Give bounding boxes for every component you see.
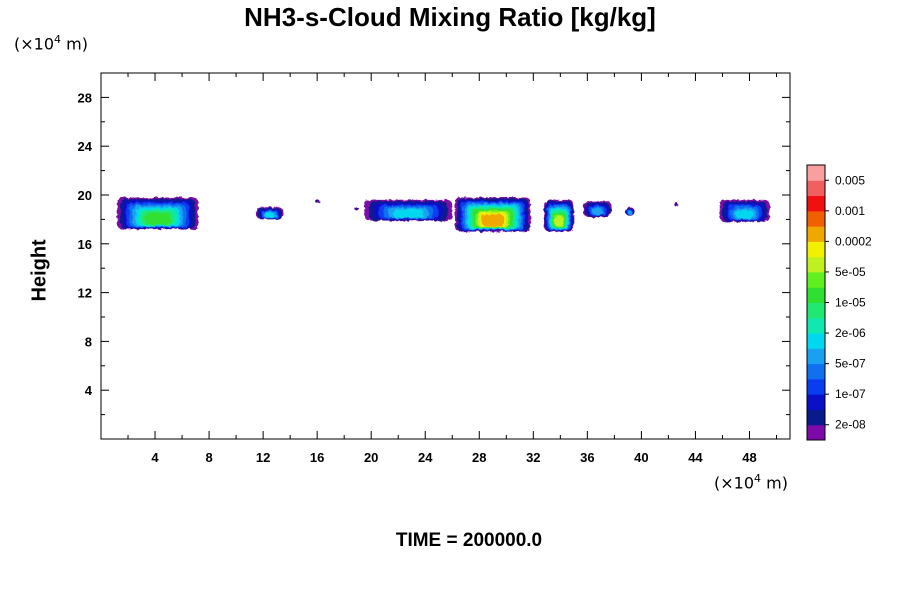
y-tick-label: 12 (78, 286, 92, 301)
plot-frame (100, 72, 791, 440)
y-tick-label: 24 (78, 139, 93, 154)
chart-title: NH3-s-Cloud Mixing Ratio [kg/kg] (244, 2, 656, 32)
cloud-region (719, 199, 770, 222)
x-tick-label: 36 (580, 450, 594, 465)
x-tick-label: 32 (526, 450, 540, 465)
colorbar-label: 1e-05 (835, 296, 866, 310)
colorbar-swatch (807, 287, 825, 303)
colorbar-swatch (807, 210, 825, 227)
colorbar-swatch (807, 424, 825, 441)
y-tick-label: 28 (78, 90, 92, 105)
cloud-region (625, 207, 635, 216)
y-axis-unit: (×104 m) (14, 33, 88, 54)
cloud-band (144, 212, 171, 225)
cloud-band (355, 208, 359, 211)
colorbar-swatch (807, 302, 825, 319)
cloud-band (674, 203, 678, 206)
cloud-region (354, 207, 360, 211)
cloud-region (117, 197, 199, 230)
colorbar-label: 1e-07 (835, 387, 866, 401)
cloud-region (315, 199, 320, 204)
x-tick-label: 48 (742, 450, 756, 465)
cloud-band (481, 214, 505, 227)
x-tick-label: 44 (688, 450, 703, 465)
colorbar-swatch (807, 256, 825, 273)
colorbar-label: 0.001 (835, 204, 865, 218)
x-tick-label: 8 (205, 450, 212, 465)
cloud-band (592, 208, 603, 215)
cloud-band (392, 209, 425, 218)
colorbar-swatch (807, 241, 825, 258)
colorbar-label: 0.0002 (835, 234, 872, 248)
colorbar-label: 2e-08 (835, 418, 866, 432)
cloud-layer (117, 197, 770, 232)
colorbar-label: 5e-05 (835, 265, 866, 279)
x-axis-unit: (×104 m) (714, 472, 788, 493)
y-tick-label: 4 (85, 383, 93, 398)
cloud-region (364, 199, 453, 221)
colorbar-swatch (807, 317, 825, 334)
colorbar-swatch (807, 226, 825, 242)
colorbar-label: 0.005 (835, 173, 865, 187)
colorbar-swatch (807, 180, 825, 197)
y-tick-label: 20 (78, 188, 92, 203)
colorbar-swatch (807, 271, 825, 288)
cloud-region (454, 197, 531, 232)
time-label: TIME = 200000.0 (395, 530, 543, 551)
colorbar-swatch (807, 409, 825, 426)
colorbar-swatch (807, 333, 825, 349)
x-tick-label: 12 (256, 450, 270, 465)
cloud-band (316, 200, 320, 204)
colorbar-swatch (807, 348, 825, 365)
x-tick-label: 24 (418, 450, 433, 465)
x-tick-label: 40 (634, 450, 648, 465)
x-tick-label: 16 (310, 450, 324, 465)
colorbar-swatch (807, 165, 825, 181)
cloud-band (265, 212, 275, 218)
cloud-region (673, 202, 678, 206)
cloud-band (735, 209, 754, 219)
cloud-region (544, 199, 574, 232)
colorbar: 2e-08 1e-07 5e-07 2e-06 1e-05 5e-05 0.0002 0.00… (806, 164, 872, 441)
x-tick-label: 20 (364, 450, 378, 465)
y-tick-label: 8 (85, 334, 92, 349)
colorbar-label: 5e-07 (835, 357, 866, 371)
x-tick-label: 4 (151, 450, 159, 465)
colorbar-swatch (807, 394, 825, 410)
cloud-region (583, 201, 612, 217)
cloud-band (554, 215, 564, 227)
colorbar-swatch (807, 195, 825, 212)
cloud-region (256, 207, 284, 220)
y-tick-label: 16 (78, 237, 92, 252)
x-tick-label: 28 (472, 450, 486, 465)
cloud-band (628, 210, 632, 215)
colorbar-swatch (807, 378, 825, 395)
colorbar-label: 2e-06 (835, 326, 866, 340)
colorbar-swatch (807, 363, 825, 380)
